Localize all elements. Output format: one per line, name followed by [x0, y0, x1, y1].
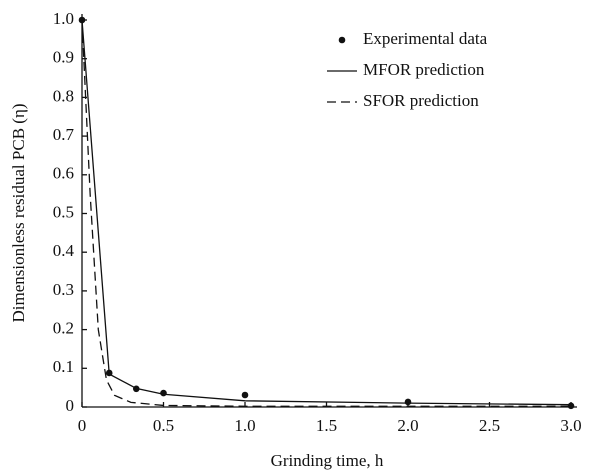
x-tick-label: 1.0	[234, 416, 255, 435]
data-point	[160, 389, 167, 397]
y-axis-label: Dimensionless residual PCB (η)	[9, 103, 28, 322]
legend-label: MFOR prediction	[363, 60, 485, 79]
x-tick-label: 0.5	[153, 416, 174, 435]
legend-label: Experimental data	[363, 29, 488, 48]
y-tick-label: 0.6	[53, 164, 74, 183]
y-tick-label: 0.4	[53, 241, 75, 260]
dashed-line	[81, 19, 571, 407]
y-tick-label: 0.1	[53, 357, 74, 376]
y-tick-label: 0.9	[53, 48, 74, 67]
legend-label: SFOR prediction	[363, 91, 479, 110]
x-tick-label: 1.5	[316, 416, 337, 435]
legend-marker	[338, 36, 346, 44]
data-point	[404, 398, 412, 406]
y-tick-label: 0.8	[53, 86, 74, 105]
y-tick-label: 0	[66, 396, 75, 415]
x-tick-label: 2.0	[397, 416, 418, 435]
data-point	[241, 391, 249, 399]
x-axis-label: Grinding time, h	[271, 451, 384, 470]
y-tick-label: 1.0	[53, 9, 74, 28]
y-tick-label: 0.2	[53, 319, 74, 338]
solid-line	[81, 19, 572, 406]
x-tick-label: 3.0	[560, 416, 581, 435]
y-tick-label: 0.5	[53, 202, 74, 221]
y-tick-label: 0.3	[53, 280, 74, 299]
x-tick-label: 0	[78, 416, 87, 435]
x-tick-label: 2.5	[479, 416, 500, 435]
y-tick-label: 0.7	[53, 125, 75, 144]
